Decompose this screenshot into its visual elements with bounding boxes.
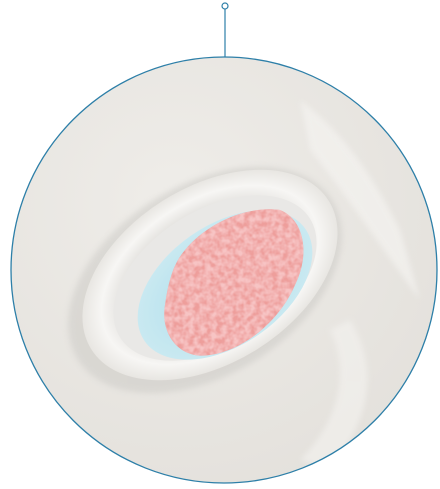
magnified-view [11,57,437,483]
skin-highlight [300,320,368,470]
granulation-tissue [164,209,304,356]
magnifier-outline [10,56,438,484]
callout-dot [221,2,229,10]
skin-highlight [300,100,420,300]
